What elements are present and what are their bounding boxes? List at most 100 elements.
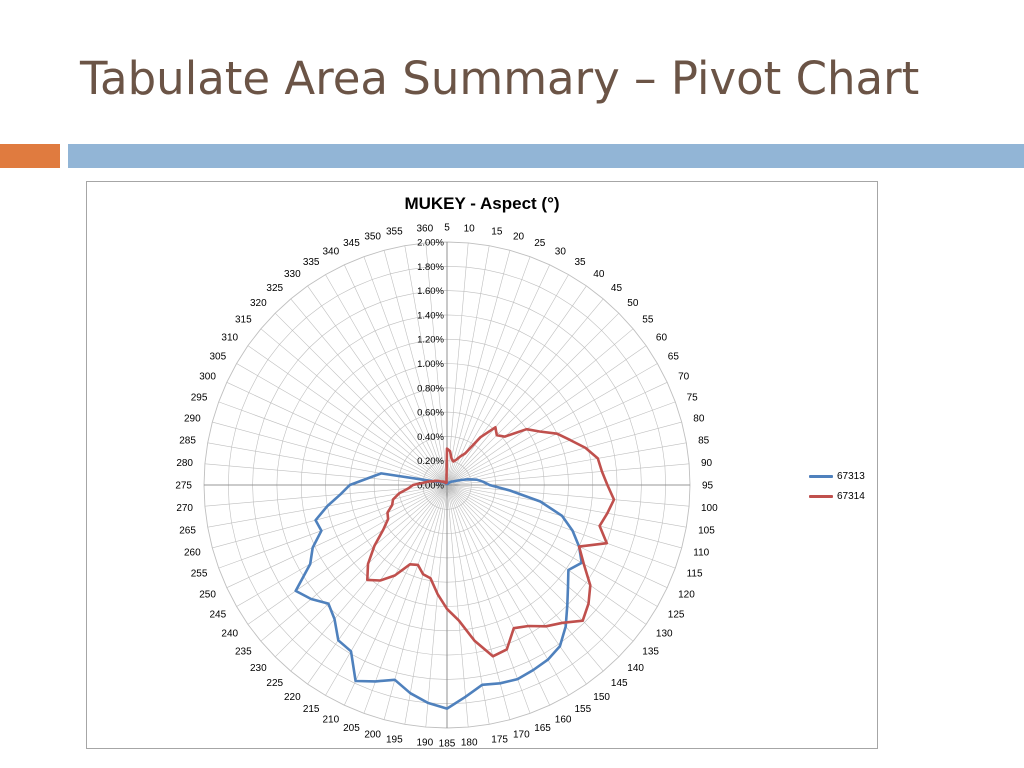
category-label: 135 <box>642 646 659 657</box>
category-label: 90 <box>701 458 713 469</box>
category-label: 270 <box>176 503 193 514</box>
category-label: 60 <box>656 333 668 344</box>
grid-spoke <box>446 484 676 569</box>
grid-spoke <box>446 442 687 486</box>
category-label: 290 <box>184 414 201 425</box>
category-label: 175 <box>491 735 508 746</box>
grid-spoke <box>325 274 448 486</box>
category-label: 165 <box>534 723 551 734</box>
radial-tick-label: 2.00% <box>417 238 444 249</box>
category-label: 155 <box>575 704 592 715</box>
legend-label: 67313 <box>837 470 865 482</box>
accent-band <box>0 144 60 168</box>
grid-spoke <box>247 484 448 625</box>
grid-spoke <box>446 484 647 625</box>
legend: 67313 67314 <box>809 466 865 506</box>
category-label: 180 <box>461 738 478 749</box>
grid-spoke <box>446 242 469 486</box>
grid-spoke <box>446 256 531 486</box>
category-label: 315 <box>235 315 252 326</box>
category-label: 335 <box>303 257 320 268</box>
category-label: 120 <box>678 590 695 601</box>
category-label: 305 <box>210 352 227 363</box>
category-label: 95 <box>702 481 714 492</box>
category-label: 100 <box>701 503 718 514</box>
grid-spoke <box>446 401 676 486</box>
series-line-67313 <box>294 472 584 710</box>
category-label: 145 <box>611 678 628 689</box>
grid-spoke <box>344 484 448 706</box>
grid-spoke <box>425 242 448 486</box>
grid-spoke <box>404 484 448 725</box>
category-label: 345 <box>343 238 360 249</box>
category-label: 280 <box>176 458 193 469</box>
grid-spoke <box>383 484 448 720</box>
grid-spoke <box>446 312 620 486</box>
radial-tick-label: 1.40% <box>417 310 444 321</box>
legend-swatch <box>809 494 833 498</box>
category-label: 225 <box>266 678 283 689</box>
category-label: 5 <box>444 223 450 234</box>
category-label: 205 <box>343 723 360 734</box>
grid-spoke <box>204 463 448 486</box>
grid-spoke <box>307 484 448 685</box>
category-label: 275 <box>175 481 192 492</box>
category-label: 185 <box>439 739 456 749</box>
category-label: 75 <box>687 392 699 403</box>
category-label: 265 <box>179 525 196 536</box>
grid-spoke <box>446 245 490 486</box>
radial-tick-label: 0.20% <box>417 456 444 467</box>
grid-spoke <box>404 245 448 486</box>
grid-spoke <box>446 345 647 486</box>
category-label: 190 <box>416 738 433 749</box>
radial-tick-label: 0.80% <box>417 383 444 394</box>
category-label: 30 <box>555 247 567 258</box>
grid-spoke <box>226 382 448 486</box>
grid-spoke <box>212 484 448 549</box>
grid-spoke <box>446 484 604 672</box>
grid-spoke <box>325 484 448 696</box>
grid-spoke <box>446 484 658 607</box>
category-label: 330 <box>284 269 301 280</box>
grid-spoke <box>446 484 682 549</box>
grid-spoke <box>446 463 690 486</box>
category-label: 140 <box>627 663 644 674</box>
category-label: 195 <box>386 735 403 746</box>
category-label: 220 <box>284 692 301 703</box>
category-label: 15 <box>491 226 503 237</box>
radial-tick-label: 0.40% <box>417 432 444 443</box>
legend-item: 67314 <box>809 486 865 506</box>
category-label: 235 <box>235 646 252 657</box>
radar-chart: 0.00% 0.20% 0.40% 0.60% 0.80% 1.00% 1.20% 1.40%… <box>175 223 718 749</box>
chart-title: MUKEY - Aspect (°) <box>404 194 560 213</box>
grid-layer <box>203 241 691 729</box>
grid-spoke <box>218 401 448 486</box>
category-label: 20 <box>513 231 525 242</box>
category-label: 325 <box>266 283 283 294</box>
grid-spoke <box>446 421 682 486</box>
legend-label: 67314 <box>837 490 865 502</box>
grid-spoke <box>290 298 448 486</box>
category-label: 150 <box>593 692 610 703</box>
category-label: 65 <box>668 352 680 363</box>
category-label: 200 <box>364 730 381 741</box>
radial-tick-label: 1.60% <box>417 286 444 297</box>
category-label: 260 <box>184 547 201 558</box>
grid-spoke <box>307 285 448 486</box>
grid-spoke <box>236 484 448 607</box>
header-band <box>68 144 1024 168</box>
category-label: 170 <box>513 730 530 741</box>
grid-spoke <box>212 421 448 486</box>
category-label: 320 <box>250 298 267 309</box>
grid-spoke <box>446 484 531 714</box>
category-label: 230 <box>250 663 267 674</box>
grid-spoke <box>290 484 448 672</box>
radial-tick-label: 0.00% <box>417 481 444 492</box>
grid-spoke <box>446 264 550 486</box>
slide-title: Tabulate Area Summary – Pivot Chart <box>80 52 920 105</box>
series-line-67314 <box>365 426 616 658</box>
category-label: 310 <box>221 333 238 344</box>
chart-frame: MUKEY - Aspect (°) 0.00% 0.20% 0.40% 0.60% 0… <box>86 181 878 749</box>
grid-spoke <box>260 328 448 486</box>
